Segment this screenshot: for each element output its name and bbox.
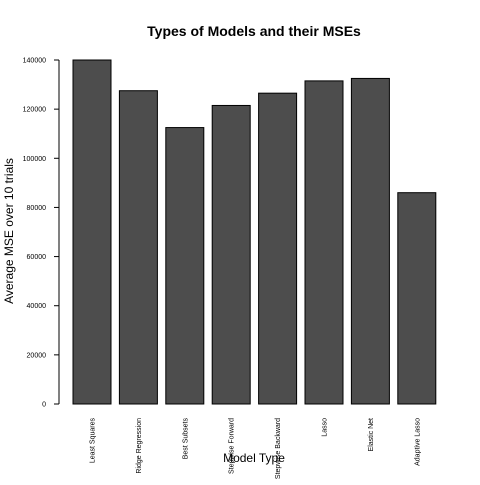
y-tick-label: 140000 [23, 58, 46, 65]
bar [258, 92, 298, 405]
y-tick-label: 120000 [23, 107, 46, 114]
y-axis: 0 20000 40000 60000 80000 100000 120000 140000 [23, 58, 60, 409]
bar [350, 77, 390, 405]
y-tick-label: 20000 [27, 352, 47, 359]
x-tick-label: Stepwise Forward [229, 418, 236, 474]
chart-title: Types of Models and their MSEs [147, 23, 361, 39]
bar [165, 127, 205, 405]
bars [72, 59, 437, 405]
x-axis-label: Model Type [223, 451, 285, 465]
bar [211, 104, 251, 405]
x-tick-label: Ridge Regression [136, 418, 143, 474]
x-tick-label: Elastic Net [368, 418, 375, 452]
bar [397, 192, 437, 405]
bar [118, 90, 158, 405]
y-tick-label: 0 [42, 402, 46, 409]
x-tick-label: Adaptive Lasso [414, 418, 421, 466]
x-tick-label: Best Subsets [182, 418, 189, 460]
y-tick-label: 80000 [27, 205, 47, 212]
x-tick-label: Stepwise Backward [275, 418, 282, 479]
y-tick-label: 100000 [23, 156, 46, 163]
x-tick-label: Lasso [322, 418, 329, 437]
x-tick-label: Least Squares [90, 418, 97, 464]
bar [304, 80, 344, 405]
y-axis-label: Average MSE over 10 trials [2, 158, 16, 304]
y-tick-label: 60000 [27, 254, 47, 261]
bar [72, 59, 112, 405]
x-axis-category-labels: Least Squares Ridge Regression Best Subset… [90, 418, 422, 480]
y-tick-label: 40000 [27, 303, 47, 310]
